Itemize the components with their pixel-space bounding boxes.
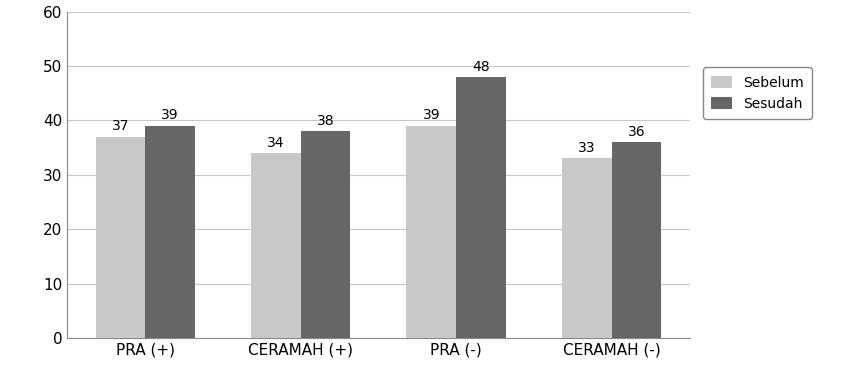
Bar xyxy=(145,126,195,338)
Text: 36: 36 xyxy=(627,125,645,139)
Text: 39: 39 xyxy=(161,109,179,122)
Bar xyxy=(96,137,145,338)
Bar xyxy=(301,131,351,338)
Bar xyxy=(406,126,456,338)
Text: 37: 37 xyxy=(112,119,130,133)
Text: 34: 34 xyxy=(267,136,284,150)
Legend: Sebelum, Sesudah: Sebelum, Sesudah xyxy=(703,68,812,119)
Bar xyxy=(562,158,611,338)
Text: 39: 39 xyxy=(422,109,440,122)
Text: 48: 48 xyxy=(472,60,489,74)
Text: 33: 33 xyxy=(578,141,595,155)
Text: 38: 38 xyxy=(317,114,335,128)
Bar xyxy=(611,142,661,338)
Bar xyxy=(251,153,301,338)
Bar xyxy=(456,77,506,338)
